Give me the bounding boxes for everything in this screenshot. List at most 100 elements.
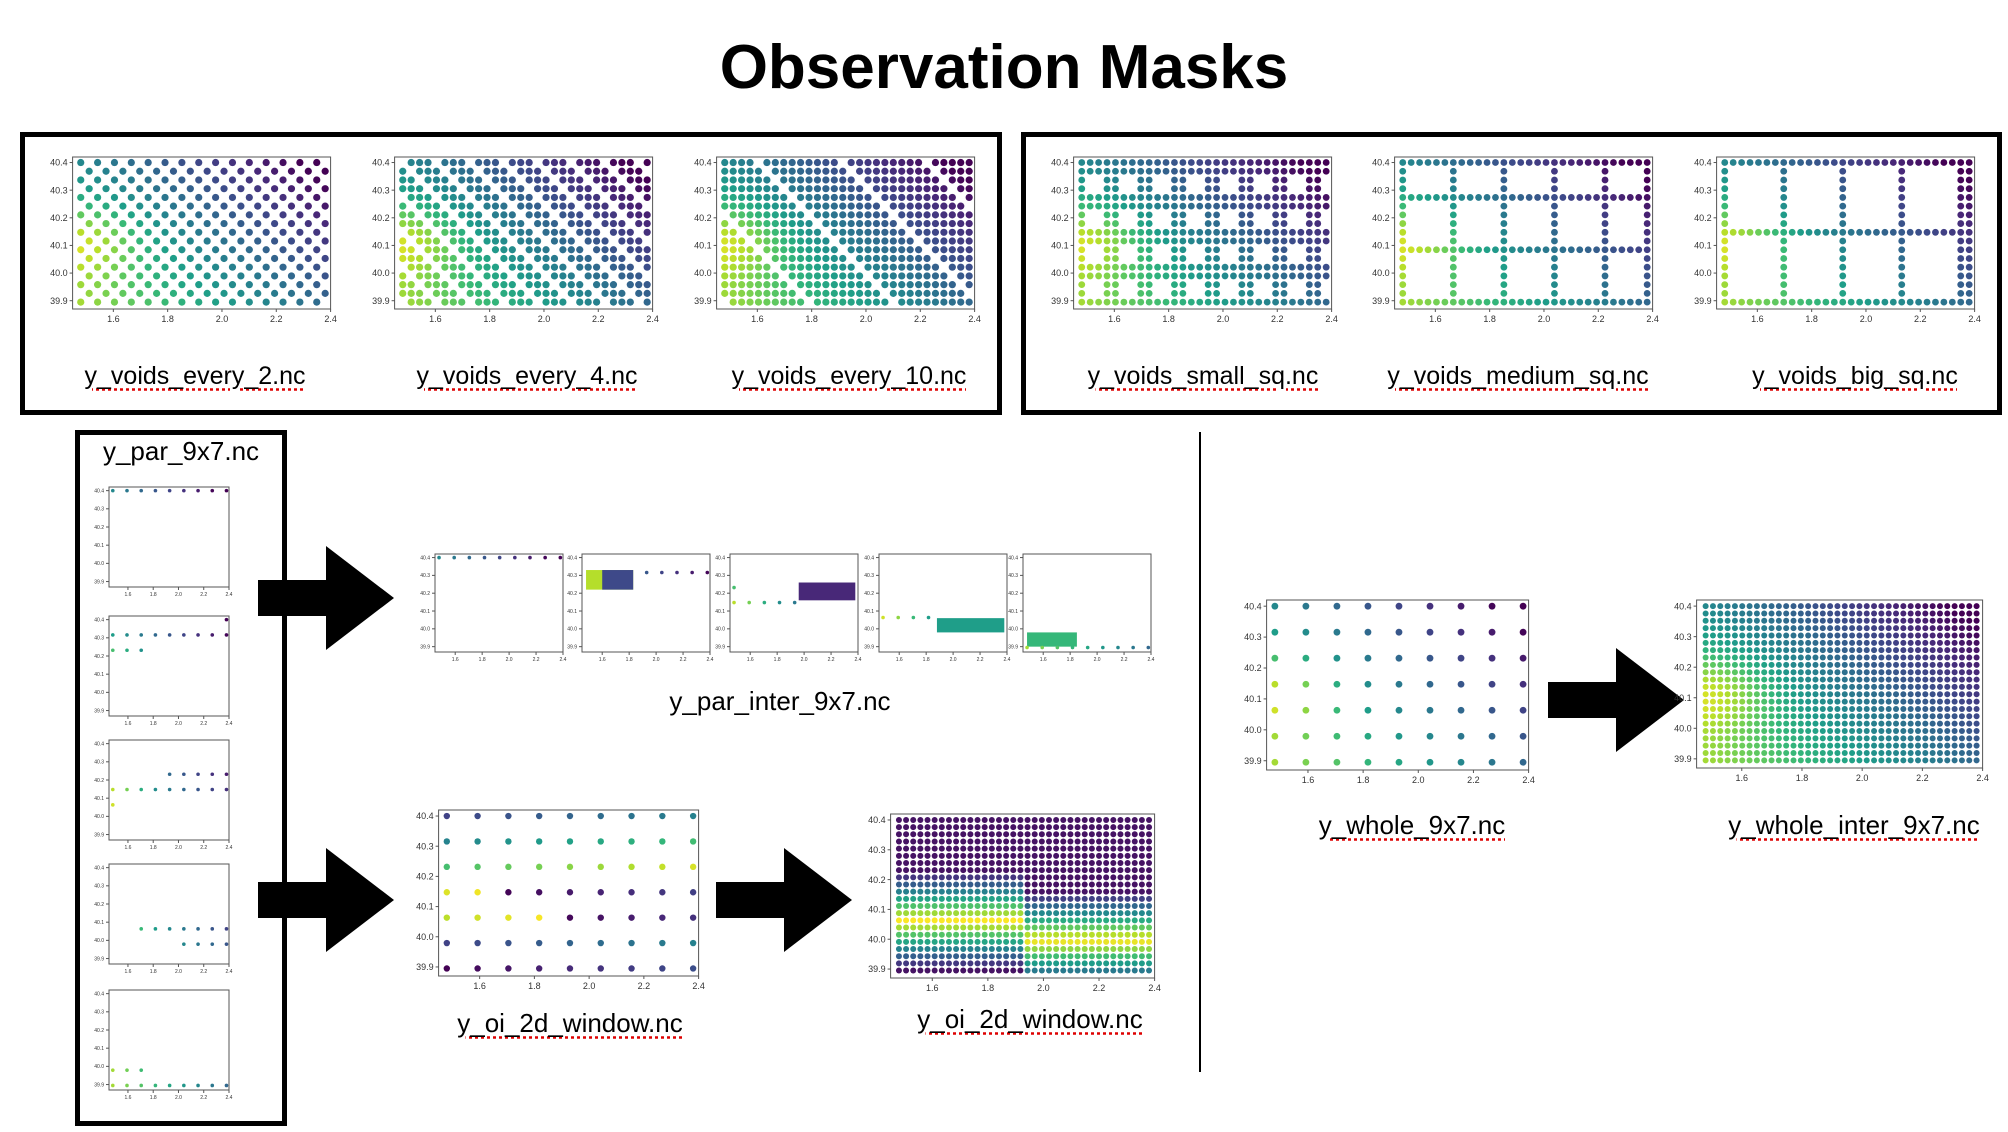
data-point [729, 237, 737, 245]
data-point [1145, 176, 1153, 184]
data-point [721, 237, 729, 245]
data-point [1103, 953, 1110, 960]
data-point [1399, 289, 1407, 297]
data-point [1893, 661, 1900, 668]
data-point [1819, 683, 1826, 690]
data-point [1839, 281, 1847, 289]
data-point [127, 298, 135, 306]
data-point [153, 633, 158, 637]
data-point [931, 895, 938, 902]
data-point [914, 272, 923, 280]
data-point [618, 219, 626, 228]
data-point [847, 237, 855, 245]
data-point [1567, 298, 1575, 306]
data-point [500, 219, 508, 228]
data-point [1010, 859, 1017, 866]
data-point [1973, 691, 1980, 698]
data-point [1753, 610, 1760, 617]
data-point [1957, 246, 1965, 254]
data-point [872, 176, 881, 184]
data-point [1914, 757, 1921, 764]
data-point [212, 246, 220, 254]
data-point [1112, 255, 1119, 262]
data-point [1932, 159, 1939, 166]
data-point [839, 298, 847, 306]
data-point [1922, 610, 1929, 617]
data-point [110, 803, 115, 807]
data-point [1081, 874, 1088, 881]
data-point [1053, 931, 1060, 938]
data-point [1305, 246, 1313, 254]
data-point [245, 228, 253, 236]
data-point [1849, 720, 1856, 727]
data-point [1024, 845, 1031, 852]
data-point [763, 228, 771, 236]
data-point [1739, 632, 1746, 639]
data-point [1965, 159, 1973, 166]
data-point [1238, 263, 1246, 271]
data-point [1154, 263, 1162, 271]
data-point [1834, 654, 1841, 661]
data-point [931, 967, 938, 974]
data-point [931, 246, 940, 254]
data-point [491, 176, 500, 184]
data-point [1031, 953, 1038, 960]
data-point [313, 281, 321, 289]
data-point [212, 281, 220, 289]
x-tick-label: 2.2 [200, 721, 207, 727]
data-point [1873, 159, 1880, 166]
data-point [822, 272, 830, 280]
data-point [746, 158, 754, 167]
data-point [550, 228, 559, 236]
data-point [1322, 194, 1330, 201]
data-point [1721, 246, 1729, 254]
x-tick-label: 2.4 [707, 657, 714, 663]
data-point [906, 289, 914, 297]
x-tick-label: 2.0 [538, 314, 551, 324]
data-point [1146, 859, 1153, 866]
data-point [690, 570, 694, 575]
data-point [839, 272, 847, 280]
data-point [945, 867, 952, 874]
data-point [1280, 255, 1288, 262]
data-point [1204, 298, 1212, 306]
data-point [534, 176, 542, 184]
data-point [1936, 727, 1943, 734]
data-point [1944, 705, 1951, 712]
data-point [898, 272, 906, 280]
data-point [847, 263, 855, 271]
data-point [1721, 159, 1729, 166]
y-tick-label: 40.0 [50, 268, 68, 278]
data-point [1302, 706, 1310, 714]
data-point [1246, 272, 1254, 280]
data-point [525, 211, 533, 219]
data-point [399, 219, 407, 228]
data-point [1305, 202, 1313, 210]
data-point [1856, 647, 1863, 654]
plot-svg: 1.6 1.8 2.0 2.2 2.440.440.340.240.140.039.9 [94, 863, 233, 975]
data-point [771, 298, 779, 306]
data-point [1863, 610, 1870, 617]
data-point [237, 219, 245, 228]
y-tick-label: 40.4 [715, 555, 725, 561]
data-point [1797, 683, 1804, 690]
data-point [1096, 867, 1103, 874]
data-point [1137, 289, 1145, 297]
data-point [1046, 881, 1052, 888]
data-point [1302, 680, 1310, 688]
data-point [938, 903, 945, 910]
data-point [1138, 816, 1145, 823]
data-point [1272, 237, 1279, 245]
data-point [1849, 669, 1856, 676]
data-point [1128, 263, 1136, 271]
data-point [1951, 757, 1958, 764]
data-point [1364, 706, 1372, 714]
data-point [458, 298, 466, 306]
data-point [1768, 735, 1775, 742]
data-point [830, 254, 838, 263]
data-point [898, 254, 906, 263]
data-point [432, 254, 441, 263]
data-point [144, 228, 152, 236]
data-point [1542, 194, 1550, 201]
data-point [729, 167, 737, 175]
